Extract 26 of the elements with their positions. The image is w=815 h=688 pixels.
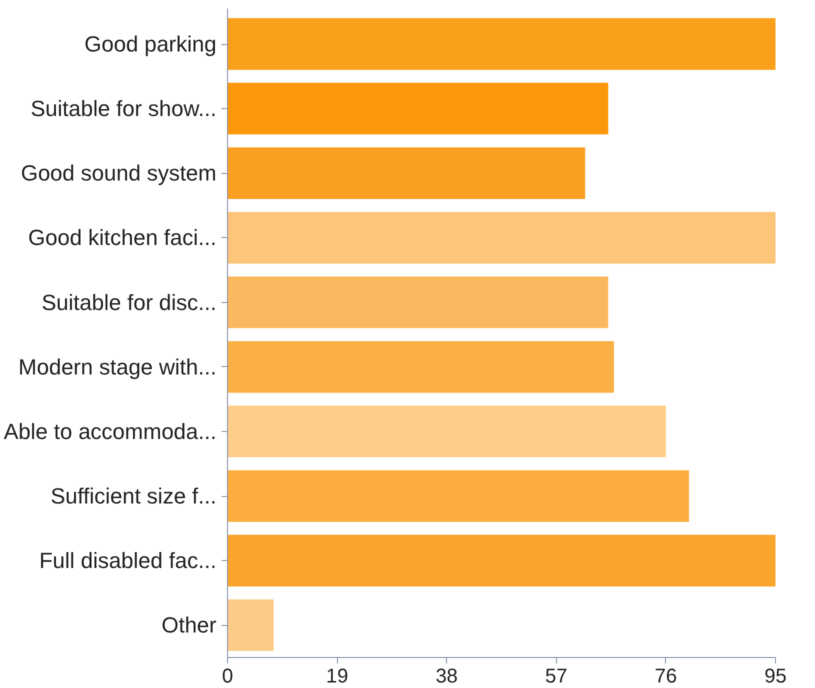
bar	[228, 470, 689, 522]
y-tick-label: Good sound system	[20, 160, 217, 186]
x-tick-label: 76	[654, 666, 678, 688]
bar	[228, 534, 776, 586]
y-tick-label: Good parking	[84, 32, 217, 57]
y-tick-label: Other	[161, 612, 217, 638]
y-tick-label: Suitable for show...	[30, 96, 217, 122]
x-tick-label: 95	[764, 666, 787, 688]
bar	[228, 18, 776, 70]
y-tick-label: Good kitchen faci...	[28, 225, 217, 250]
x-tick-label: 19	[326, 666, 348, 688]
bar	[228, 212, 776, 264]
x-tick-label: 0	[222, 666, 234, 688]
bar	[228, 147, 586, 199]
x-tick-label: 38	[436, 666, 458, 688]
bar	[228, 599, 274, 652]
x-tick-label: 57	[545, 666, 568, 688]
bar	[228, 276, 608, 328]
bar	[228, 406, 666, 458]
bar	[228, 82, 608, 134]
y-tick-label: Suitable for disc...	[42, 290, 217, 315]
y-tick-label: Able to accommoda...	[4, 418, 217, 444]
y-tick-label: Full disabled fac...	[39, 548, 216, 574]
y-tick-label: Sufficient size f...	[50, 484, 217, 509]
y-tick-label: Modern stage with...	[18, 354, 217, 380]
bar	[228, 341, 614, 393]
